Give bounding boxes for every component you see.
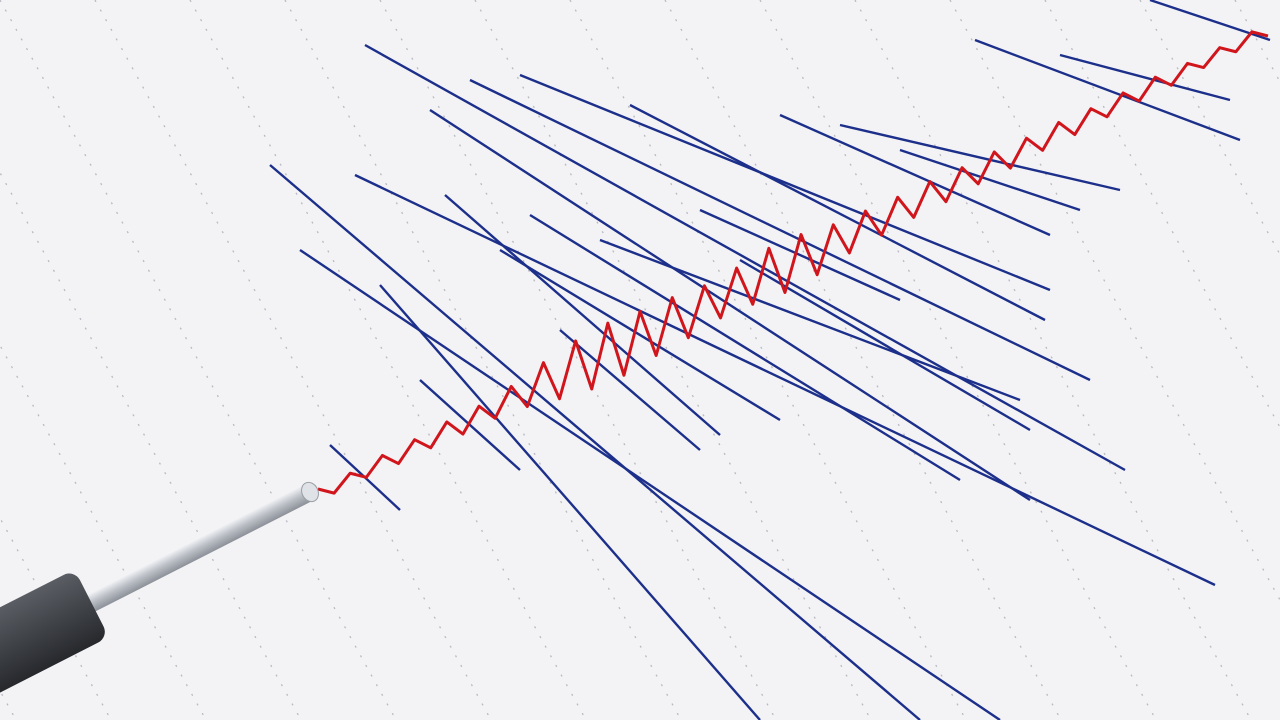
pen-handle: [0, 573, 105, 713]
blue-trace-stroke: [739, 258, 1031, 432]
blue-trace-stroke: [899, 148, 1081, 212]
blue-trace-stroke: [599, 238, 1021, 402]
blue-trace-stroke: [354, 173, 1216, 587]
blue-trace-stroke: [529, 213, 961, 482]
blue-trace-stroke: [974, 38, 1241, 142]
blue-trace-stroke: [499, 248, 781, 422]
blue-trace-stroke: [379, 284, 761, 720]
seismograph-pen: [0, 481, 319, 713]
blue-trace-stroke: [839, 123, 1121, 192]
blue-trace-stroke: [779, 113, 1051, 237]
blue-trace-stroke: [419, 379, 521, 471]
blue-trace-stroke: [699, 208, 901, 302]
blue-trace-stroke: [429, 108, 1031, 502]
blue-trace-stroke: [1059, 53, 1231, 102]
red-seismic-trace: [317, 30, 1269, 495]
pen-shaft: [77, 485, 314, 616]
blue-trace-stroke: [629, 103, 1046, 322]
blue-trace-stroke: [364, 43, 1126, 472]
blue-trace-stroke: [519, 73, 1051, 292]
blue-trace-stroke: [469, 78, 1091, 382]
pen-tip: [301, 481, 319, 503]
blue-trace-stroke: [269, 164, 921, 720]
blue-seismic-trace: [269, 0, 1271, 720]
blue-trace-stroke: [444, 194, 721, 436]
blue-trace-stroke: [559, 329, 701, 451]
